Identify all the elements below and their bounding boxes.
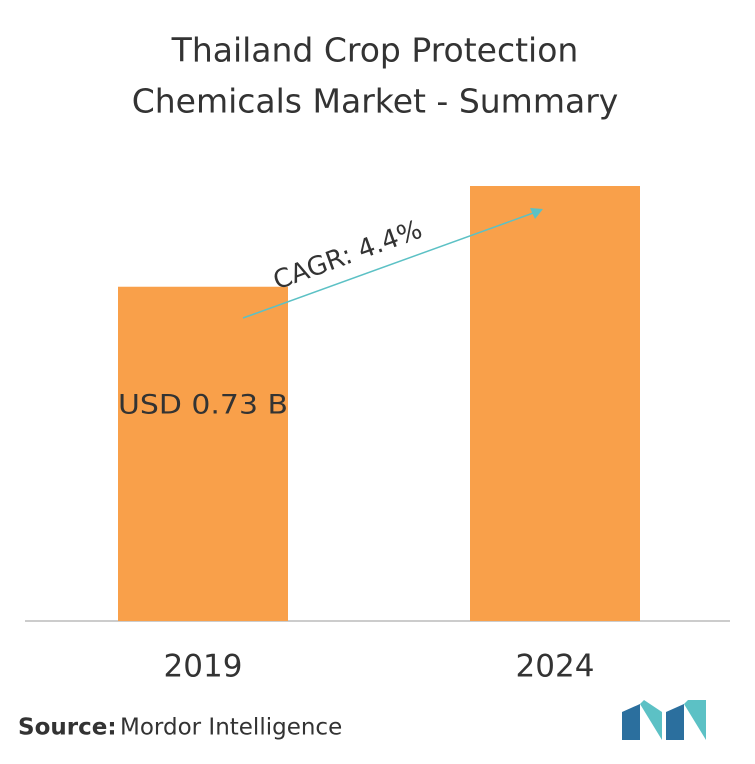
x-tick-label: 2024 [516,649,595,685]
value-label: USD 0.73 B [118,390,288,421]
chart-title: Thailand Crop Protection [171,31,579,70]
cagr-arrow [242,211,537,319]
source: Mordor Intelligence [120,715,342,741]
x-tick-label: 2019 [164,649,243,685]
bar [470,186,640,621]
source-label: Source: [18,715,117,741]
logo [622,700,706,740]
chart-subtitle: Chemicals Market - Summary [132,82,619,121]
bar [118,286,288,621]
cagr-annotation: CAGR: 4.4% [269,215,426,297]
arrow-head [530,208,543,219]
